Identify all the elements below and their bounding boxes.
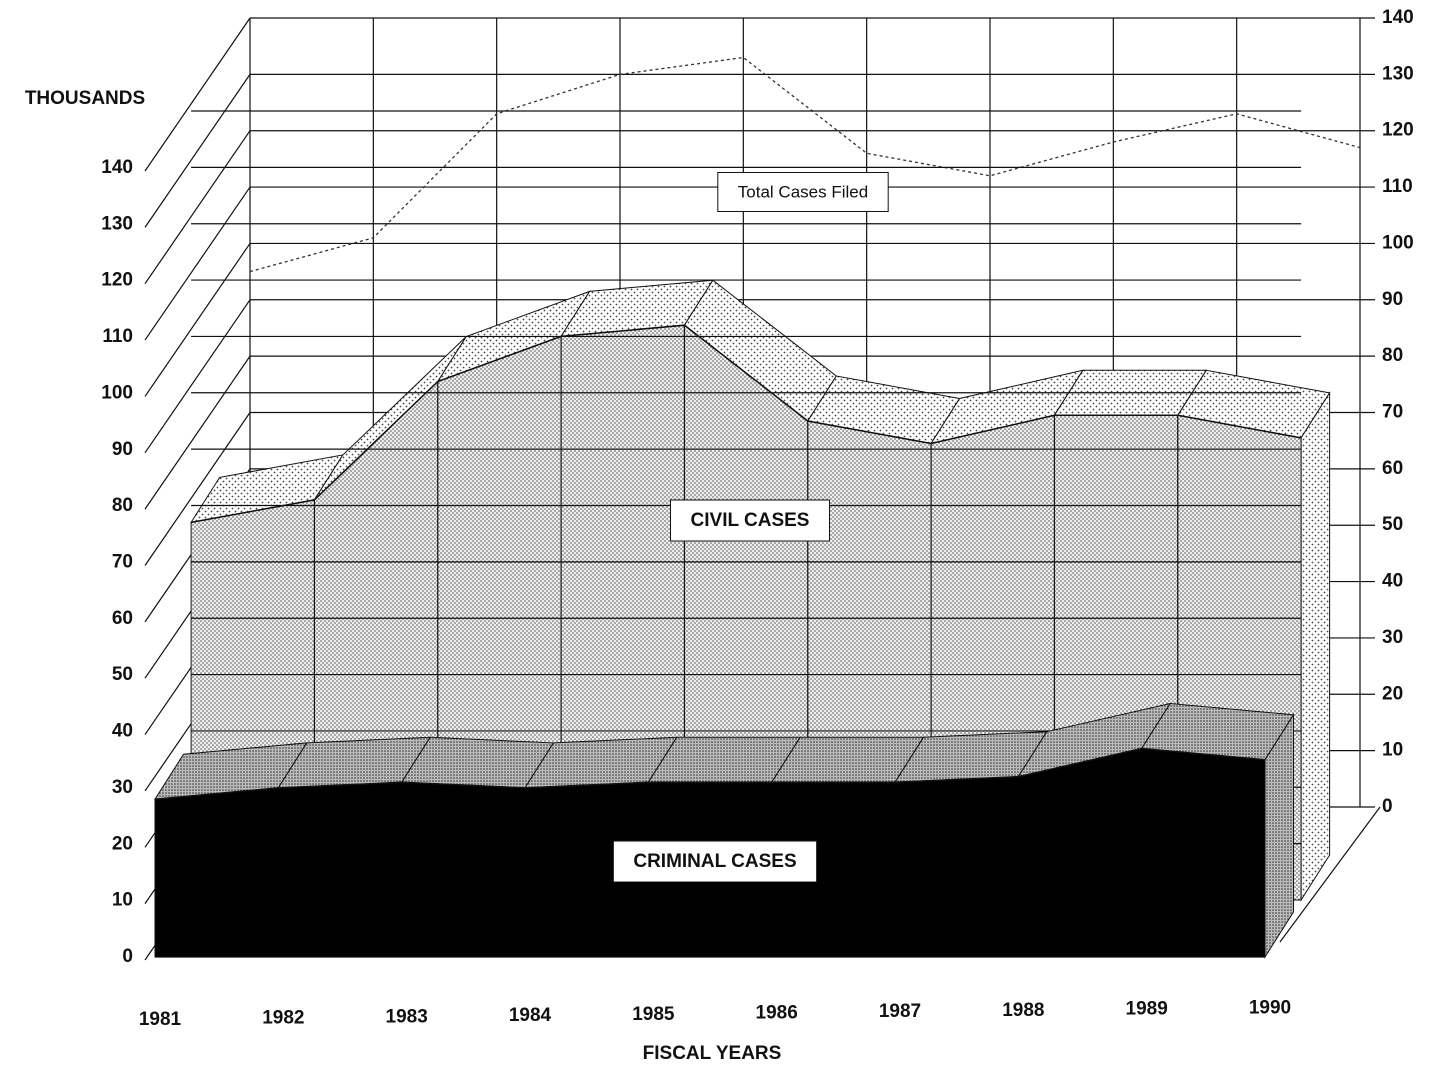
y2-tick-label: 20: [1382, 683, 1403, 704]
side-grid-line: [144, 186, 251, 341]
side-grid-line: [144, 17, 251, 172]
x-tick-label: 1982: [262, 1008, 304, 1029]
y-tick-label: 0: [122, 946, 133, 967]
x-tick-label: 1981: [139, 1009, 182, 1030]
y-tick-label: 60: [112, 608, 133, 629]
area-edge: [190, 324, 1302, 524]
floor-edge: [1279, 806, 1381, 943]
x-tick-label: 1987: [879, 1001, 921, 1022]
y2-tick-label: 70: [1382, 402, 1403, 423]
x-tick-label: 1986: [756, 1003, 798, 1024]
y2-tick-label: 140: [1382, 7, 1414, 28]
side-grid-line: [144, 74, 251, 228]
y-tick-label: 120: [101, 270, 133, 291]
y-tick-label: 110: [102, 326, 133, 347]
y-axis-title: THOUSANDS: [25, 88, 145, 109]
y-tick-label: 70: [112, 552, 133, 573]
y2-tick-label: 120: [1382, 120, 1414, 141]
x-tick-label: 1990: [1249, 997, 1291, 1018]
area-end-face: [1300, 391, 1331, 902]
x-tick-label: 1989: [1126, 999, 1168, 1020]
y2-tick-label: 60: [1382, 458, 1403, 479]
y2-tick-label: 30: [1382, 627, 1403, 648]
area-edge: [154, 747, 1266, 800]
y-tick-label: 20: [112, 833, 133, 854]
series-label: CIVIL CASES: [691, 510, 810, 531]
y-tick-label: 30: [112, 777, 133, 798]
y-tick-label: 130: [101, 213, 133, 234]
x-tick-label: 1983: [386, 1006, 428, 1027]
y2-tick-label: 50: [1382, 514, 1403, 535]
total-line: [249, 56, 1361, 273]
side-grid-line: [144, 299, 251, 454]
y-tick-label: 90: [112, 439, 133, 460]
series-label-box: [670, 499, 830, 542]
side-grid-line: [144, 243, 251, 397]
x-tick-label: 1985: [632, 1004, 675, 1025]
series-label-box: [717, 171, 889, 212]
y-tick-label: 50: [112, 664, 133, 685]
y-tick-label: 80: [112, 495, 133, 516]
x-axis-title: FISCAL YEARS: [643, 1043, 782, 1064]
x-tick-label: 1988: [1002, 1000, 1044, 1021]
y2-tick-label: 80: [1382, 345, 1403, 366]
series-label: Total Cases Filed: [738, 182, 868, 201]
series-label: CRIMINAL CASES: [633, 851, 796, 872]
y-tick-label: 100: [101, 382, 133, 403]
y-tick-label: 40: [112, 721, 133, 742]
side-grid-line: [144, 355, 251, 510]
side-grid-line: [144, 130, 251, 285]
side-grid-line: [144, 412, 251, 566]
y2-tick-label: 100: [1382, 232, 1414, 253]
y-tick-label: 10: [112, 890, 133, 911]
y2-tick-label: 0: [1382, 796, 1393, 817]
series-label-box: [612, 840, 818, 883]
x-tick-label: 1984: [509, 1005, 552, 1026]
y2-tick-label: 40: [1382, 571, 1403, 592]
y-tick-label: 140: [101, 157, 133, 178]
y2-tick-label: 90: [1382, 289, 1403, 310]
y2-tick-label: 110: [1382, 176, 1413, 197]
y2-tick-label: 10: [1382, 740, 1403, 761]
y2-tick-label: 130: [1382, 63, 1414, 84]
